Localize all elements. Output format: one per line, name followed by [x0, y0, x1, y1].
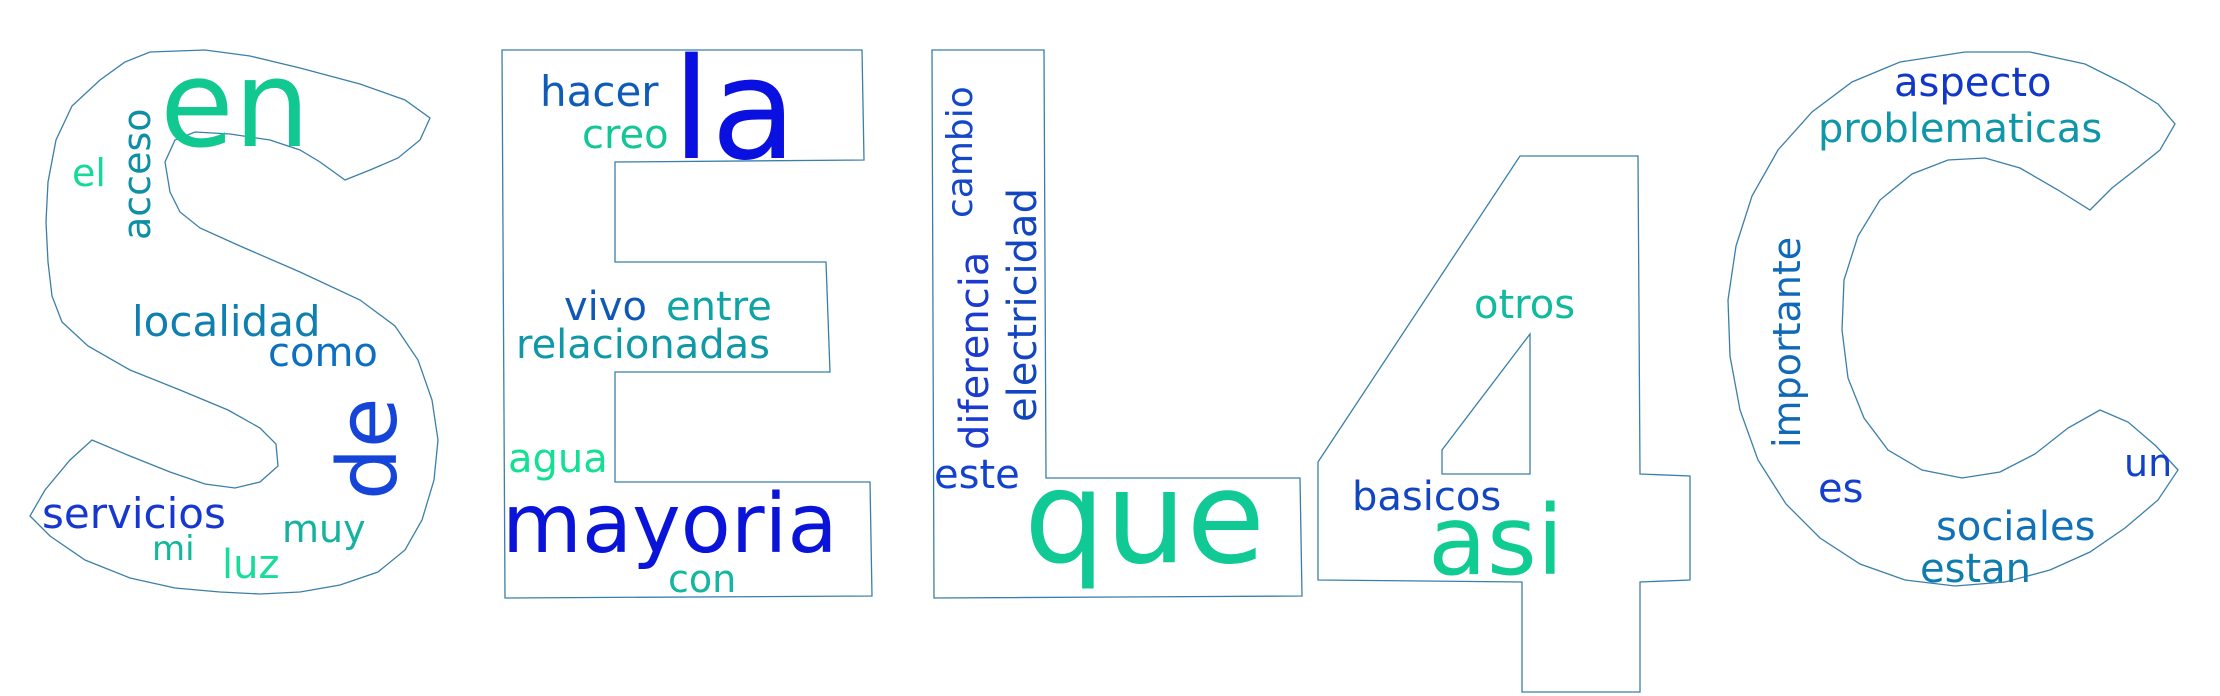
word-la: la	[672, 29, 797, 192]
word-muy: muy	[282, 507, 366, 551]
word-problematicas: problematicas	[1818, 106, 2102, 152]
word-electricidad: electricidad	[1000, 188, 1046, 422]
word-otros: otros	[1474, 282, 1575, 328]
word-agua: agua	[508, 436, 608, 482]
word-acceso: acceso	[115, 109, 159, 241]
word-diferencia: diferencia	[952, 252, 998, 450]
letter-c-outline	[1727, 51, 2179, 587]
word-cambio: cambio	[940, 86, 981, 218]
word-un: un	[2124, 441, 2172, 485]
word-hacer: hacer	[540, 67, 659, 116]
word-en: en	[160, 36, 310, 175]
word-creo: creo	[582, 112, 669, 158]
word-que: que	[1024, 444, 1265, 593]
word-aspecto: aspecto	[1894, 60, 2052, 106]
word-como: como	[268, 330, 378, 376]
word-con: con	[668, 557, 736, 601]
word-localidad: localidad	[132, 297, 321, 346]
word-el: el	[72, 151, 106, 195]
letter-s-outline	[29, 49, 439, 595]
letter-e-outline	[501, 49, 873, 599]
word-mayoria: mayoria	[502, 477, 838, 572]
letter-l-outline	[931, 49, 1303, 599]
word-relacionadas: relacionadas	[516, 322, 770, 368]
word-es: es	[1818, 466, 1863, 512]
word-luz: luz	[222, 542, 279, 588]
word-de: de	[321, 398, 416, 501]
word-sociales: sociales	[1936, 504, 2096, 550]
word-vivo: vivo	[564, 284, 647, 330]
word-entre: entre	[666, 284, 772, 330]
word-servicios: servicios	[42, 489, 226, 538]
word-mi: mi	[152, 529, 195, 569]
digit-4-outline	[1317, 155, 1691, 693]
word-asi: asi	[1428, 485, 1564, 597]
word-basicos: basicos	[1352, 474, 1501, 520]
word-estan: estan	[1920, 546, 2031, 592]
word-importante: importante	[1765, 237, 1809, 448]
word-este: este	[934, 452, 1020, 498]
